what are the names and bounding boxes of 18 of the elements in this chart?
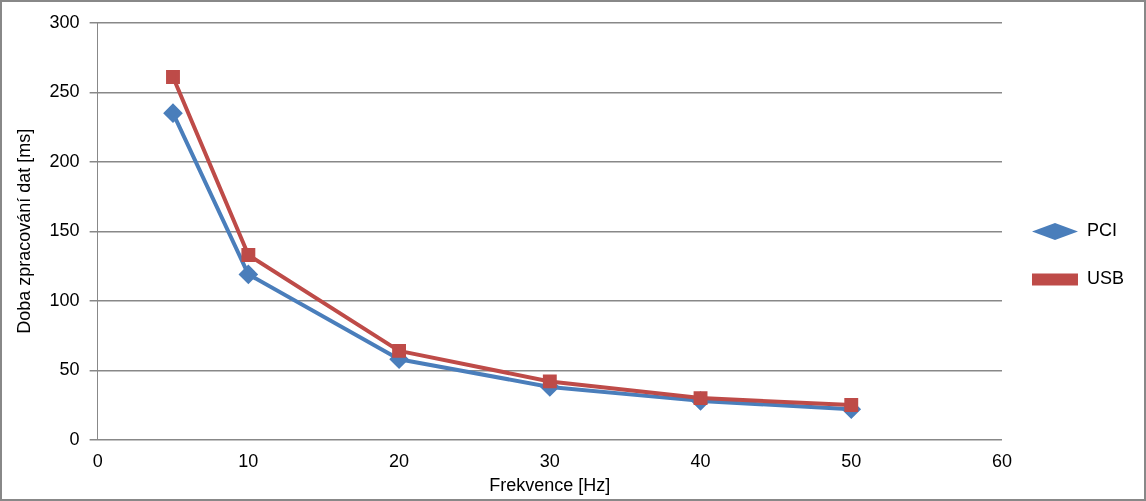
y-axis-title: Doba zpracování dat [ms]	[13, 128, 34, 334]
y-tick-label: 150	[49, 220, 80, 241]
x-tick-label: 50	[841, 450, 862, 471]
y-tick-label: 300	[49, 11, 80, 32]
x-tick-label: 40	[690, 450, 711, 471]
y-tick-label: 250	[49, 81, 80, 102]
x-tick-label: 30	[539, 450, 560, 471]
legend-label: PCI	[1086, 220, 1117, 241]
x-tick-label: 20	[389, 450, 410, 471]
y-tick-label: 50	[59, 359, 80, 380]
x-tick-label: 60	[991, 450, 1012, 471]
y-tick-label: 200	[49, 150, 80, 171]
y-tick-label: 100	[49, 289, 80, 310]
x-tick-label: 10	[238, 450, 259, 471]
x-tick-label: 0	[92, 450, 103, 471]
x-axis-title: Frekvence [Hz]	[489, 475, 611, 496]
legend-label: USB	[1086, 268, 1124, 289]
y-tick-label: 0	[69, 428, 80, 449]
